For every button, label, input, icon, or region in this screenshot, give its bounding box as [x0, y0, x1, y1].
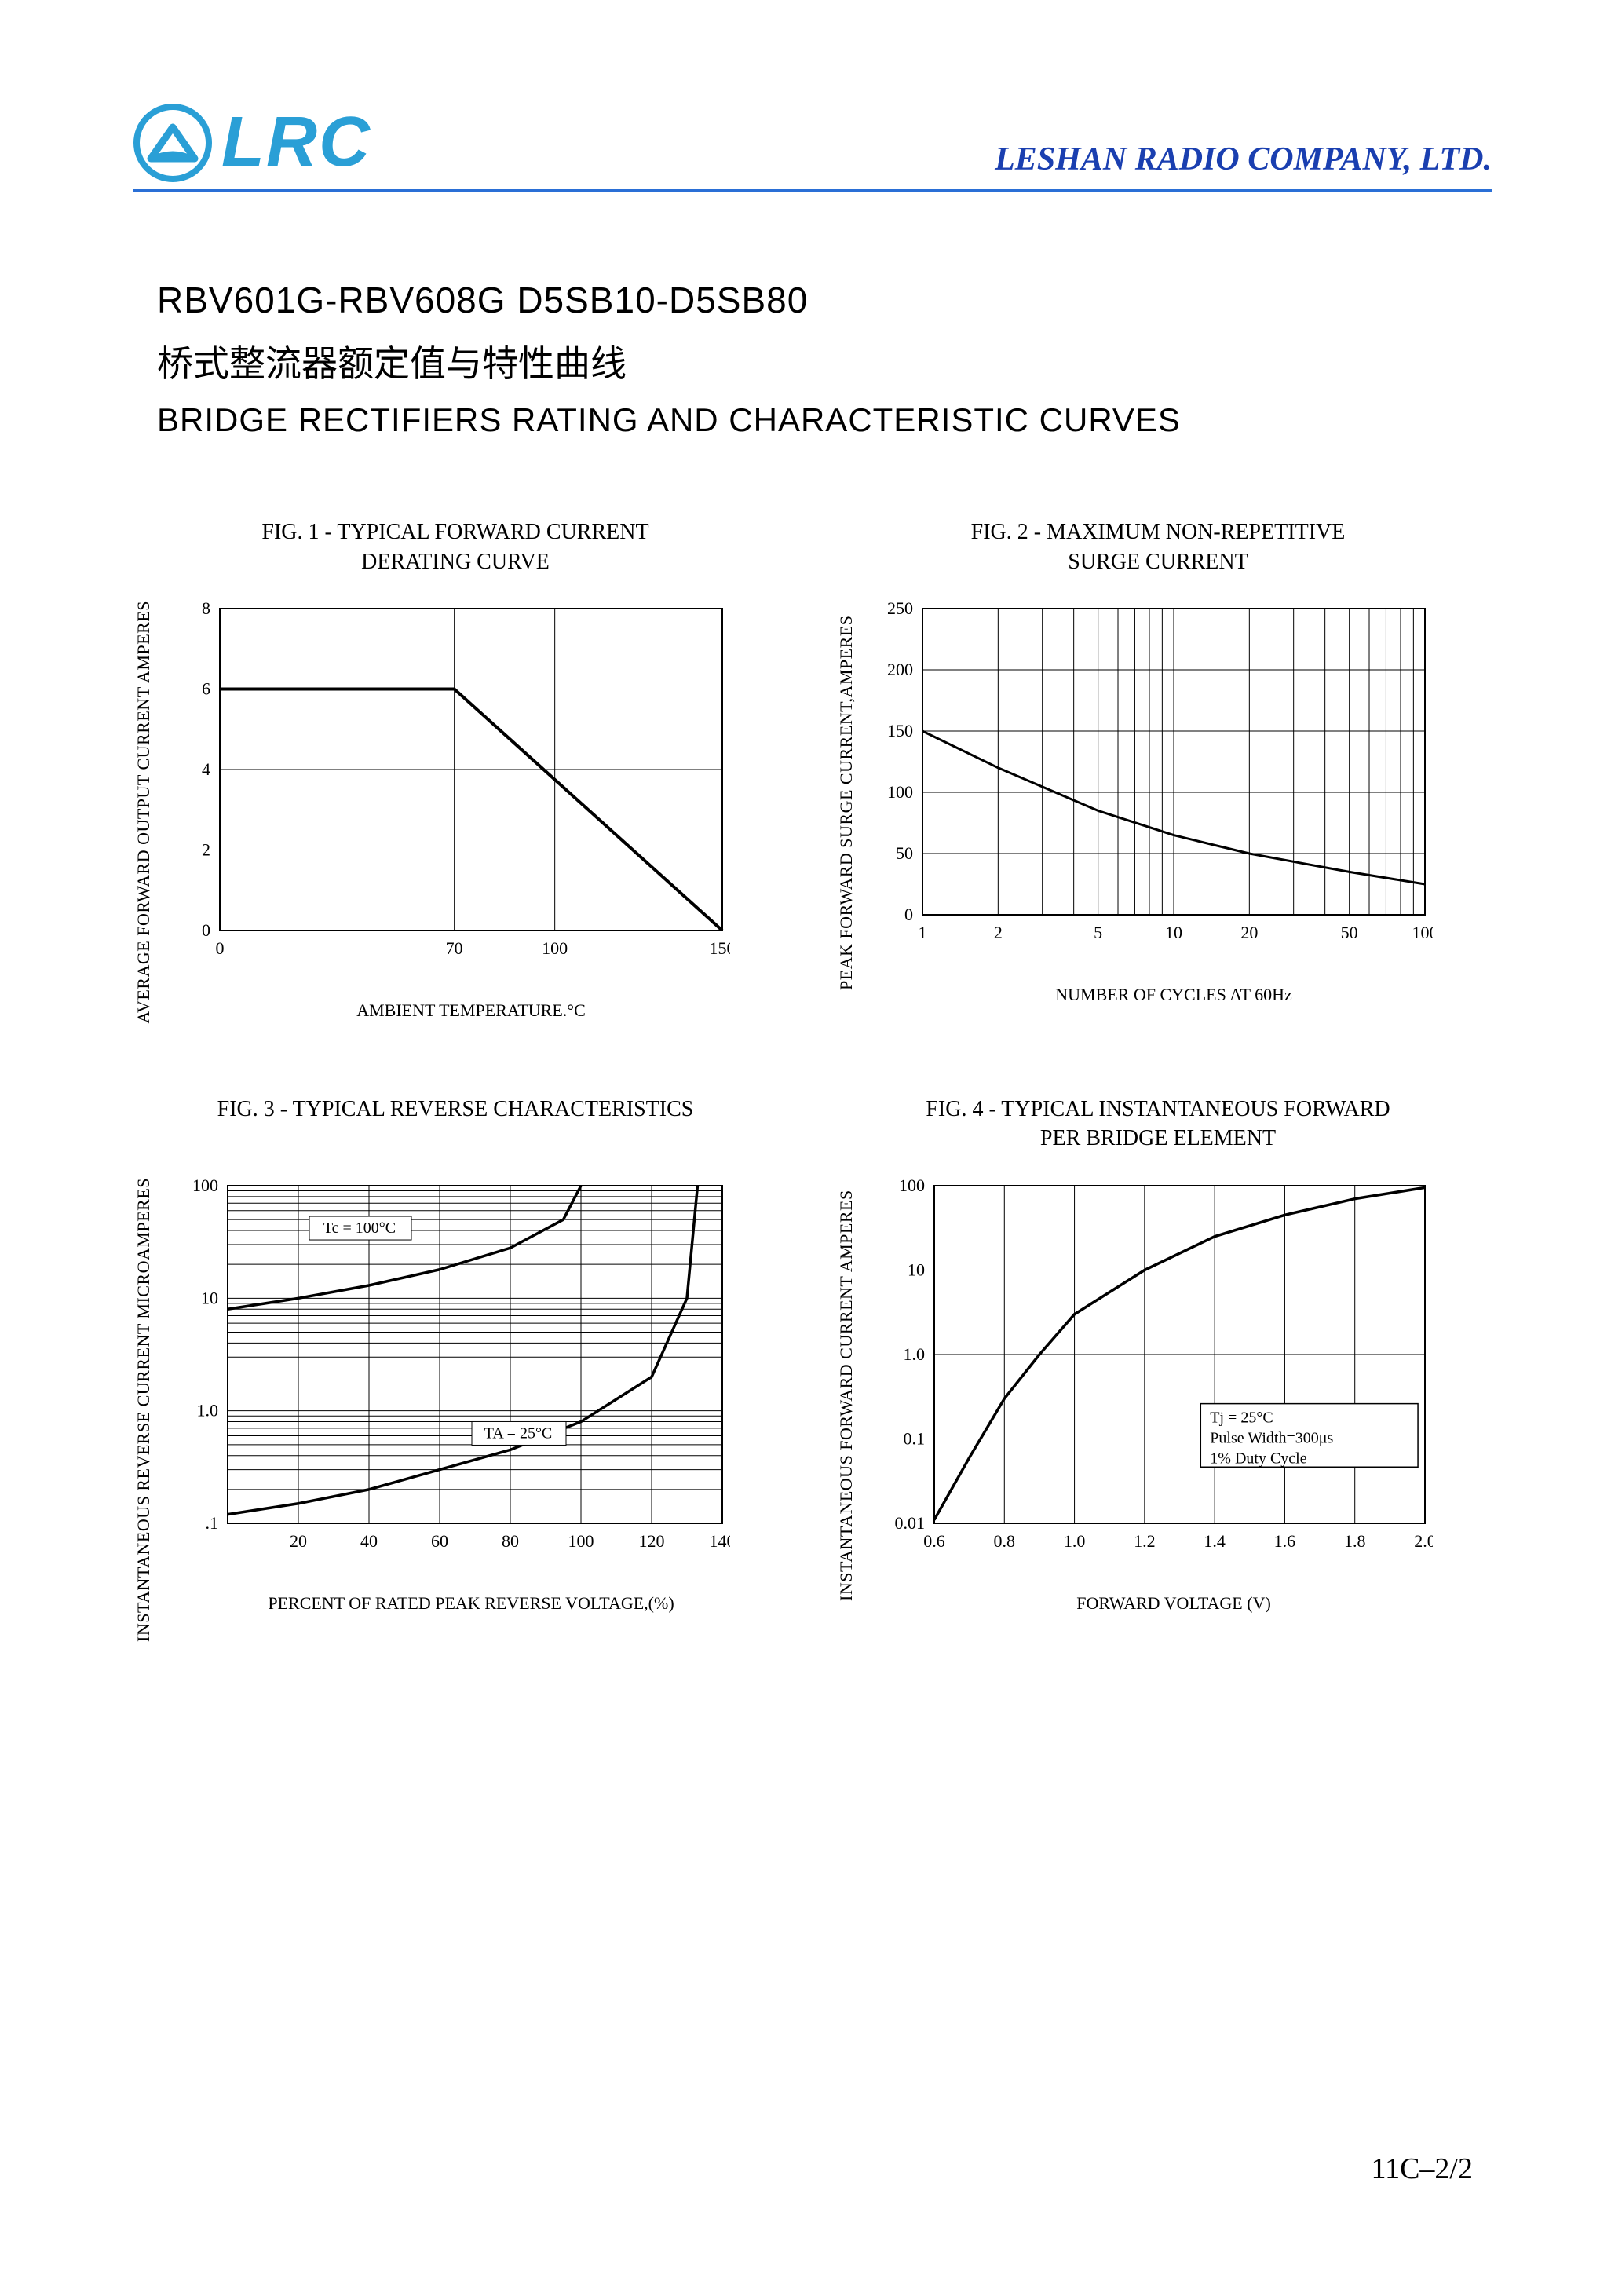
svg-text:1.8: 1.8 [1344, 1531, 1366, 1551]
svg-text:0.6: 0.6 [923, 1531, 945, 1551]
svg-text:1.0: 1.0 [904, 1344, 926, 1364]
title-block: RBV601G-RBV608G D5SB10-D5SB80 桥式整流器额定值与特… [157, 279, 1492, 439]
company-name: LESHAN RADIO COMPANY, LTD. [995, 141, 1492, 183]
figure-1: FIG. 1 - TYPICAL FORWARD CURRENT DERATIN… [133, 517, 777, 1024]
svg-text:100: 100 [542, 938, 568, 958]
svg-text:1.4: 1.4 [1204, 1531, 1226, 1551]
svg-text:0.8: 0.8 [994, 1531, 1016, 1551]
page-number: 11C–2/2 [1372, 2152, 1474, 2186]
svg-text:70: 70 [446, 938, 463, 958]
svg-text:.1: .1 [206, 1513, 219, 1533]
svg-text:1.0: 1.0 [197, 1400, 219, 1420]
svg-text:TA = 25°C: TA = 25°C [484, 1424, 553, 1442]
svg-text:4: 4 [202, 759, 210, 779]
fig1-title-line1: FIG. 1 - TYPICAL FORWARD CURRENT [133, 517, 777, 547]
svg-text:100: 100 [887, 782, 913, 802]
svg-text:200: 200 [887, 660, 913, 679]
svg-text:1.6: 1.6 [1274, 1531, 1296, 1551]
fig2-ylabel: PEAK FORWARD SURGE CURRENT,AMPERES [836, 601, 857, 1005]
svg-text:20: 20 [290, 1531, 307, 1551]
fig1-plot: 0 2 4 6 8 0 70 100 150 [165, 601, 730, 962]
page-header: LRC LESHAN RADIO COMPANY, LTD. [133, 102, 1492, 192]
svg-text:Pulse Width=300μs: Pulse Width=300μs [1210, 1429, 1333, 1446]
fig2-title: FIG. 2 - MAXIMUM NON-REPETITIVE SURGE CU… [836, 517, 1480, 577]
fig1-ylabel: AVERAGE FORWARD OUTPUT CURRENT AMPERES [133, 601, 154, 1024]
english-title: BRIDGE RECTIFIERS RATING AND CHARACTERIS… [157, 401, 1492, 439]
fig4-ylabel: INSTANTANEOUS FORWARD CURRENT AMPERES [836, 1178, 857, 1614]
svg-text:1: 1 [919, 923, 927, 942]
svg-text:120: 120 [639, 1531, 665, 1551]
logo-icon [133, 104, 212, 182]
fig3-xlabel: PERCENT OF RATED PEAK REVERSE VOLTAGE,(%… [165, 1593, 777, 1614]
svg-text:50: 50 [1341, 923, 1358, 942]
svg-text:10: 10 [908, 1260, 925, 1279]
svg-text:2: 2 [994, 923, 1003, 942]
fig1-title: FIG. 1 - TYPICAL FORWARD CURRENT DERATIN… [133, 517, 777, 577]
svg-text:100: 100 [899, 1178, 925, 1195]
svg-text:140: 140 [710, 1531, 731, 1551]
logo-text: LRC [221, 102, 371, 183]
fig3-ylabel: INSTANTANEOUS REVERSE CURRENT MICROAMPER… [133, 1178, 154, 1642]
svg-text:2.0: 2.0 [1414, 1531, 1433, 1551]
chinese-title: 桥式整流器额定值与特性曲线 [157, 335, 1492, 387]
fig4-title-line1: FIG. 4 - TYPICAL INSTANTANEOUS FORWARD [836, 1095, 1480, 1124]
svg-text:8: 8 [202, 601, 210, 618]
svg-text:100: 100 [192, 1178, 218, 1195]
svg-text:40: 40 [360, 1531, 378, 1551]
fig4-plot: 0.01 0.1 1.0 10 100 0.6 0.8 1.0 1.2 1.4 1.6 1.8 2.0 T… [868, 1178, 1433, 1555]
svg-text:0.1: 0.1 [904, 1428, 926, 1448]
svg-text:Tj = 25°C: Tj = 25°C [1210, 1409, 1273, 1426]
part-number-title: RBV601G-RBV608G D5SB10-D5SB80 [157, 279, 1492, 321]
fig3-title: FIG. 3 - TYPICAL REVERSE CHARACTERISTICS [133, 1095, 777, 1154]
svg-text:50: 50 [896, 843, 913, 863]
svg-text:0: 0 [904, 905, 913, 924]
svg-text:1.2: 1.2 [1134, 1531, 1156, 1551]
svg-text:5: 5 [1094, 923, 1102, 942]
svg-text:2: 2 [202, 840, 210, 860]
svg-text:Tc = 100°C: Tc = 100°C [323, 1219, 396, 1237]
fig2-xlabel: NUMBER OF CYCLES AT 60Hz [868, 985, 1480, 1005]
svg-text:6: 6 [202, 679, 210, 699]
svg-text:150: 150 [887, 721, 913, 740]
svg-text:0.01: 0.01 [895, 1513, 926, 1533]
figure-2: FIG. 2 - MAXIMUM NON-REPETITIVE SURGE CU… [836, 517, 1480, 1024]
svg-text:10: 10 [201, 1288, 218, 1307]
svg-text:0: 0 [202, 920, 210, 940]
logo: LRC [133, 102, 371, 183]
fig4-title-line2: PER BRIDGE ELEMENT [836, 1124, 1480, 1153]
svg-text:100: 100 [568, 1531, 594, 1551]
svg-text:20: 20 [1240, 923, 1258, 942]
svg-text:1% Duty Cycle: 1% Duty Cycle [1210, 1450, 1306, 1467]
fig2-title-line2: SURGE CURRENT [836, 547, 1480, 577]
figure-4: FIG. 4 - TYPICAL INSTANTANEOUS FORWARD P… [836, 1095, 1480, 1642]
fig2-plot: 0 50 100 150 200 250 1 2 5 10 20 50 100 [868, 601, 1433, 946]
fig1-title-line2: DERATING CURVE [133, 547, 777, 577]
fig1-xlabel: AMBIENT TEMPERATURE.°C [165, 1000, 777, 1021]
fig3-title-line1: FIG. 3 - TYPICAL REVERSE CHARACTERISTICS [133, 1095, 777, 1124]
svg-text:250: 250 [887, 601, 913, 618]
fig2-title-line1: FIG. 2 - MAXIMUM NON-REPETITIVE [836, 517, 1480, 547]
svg-text:150: 150 [710, 938, 731, 958]
fig3-plot: 20 40 60 80 100 120 140 .1 1.0 10 100 Tc = 100°C TA … [165, 1178, 730, 1555]
fig4-title: FIG. 4 - TYPICAL INSTANTANEOUS FORWARD P… [836, 1095, 1480, 1154]
figure-3: FIG. 3 - TYPICAL REVERSE CHARACTERISTICS… [133, 1095, 777, 1642]
svg-text:100: 100 [1412, 923, 1434, 942]
fig4-xlabel: FORWARD VOLTAGE (V) [868, 1593, 1480, 1614]
svg-text:1.0: 1.0 [1064, 1531, 1086, 1551]
svg-text:60: 60 [431, 1531, 448, 1551]
svg-text:80: 80 [502, 1531, 519, 1551]
svg-text:10: 10 [1165, 923, 1182, 942]
svg-text:0: 0 [216, 938, 225, 958]
